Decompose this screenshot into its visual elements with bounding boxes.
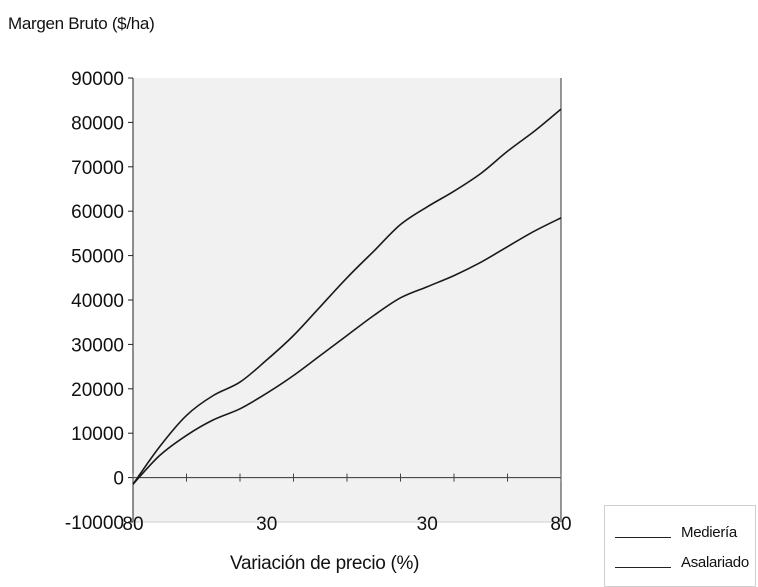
y-tick-label: 70000 <box>71 158 124 179</box>
legend: Mediería Asalariado <box>604 505 756 587</box>
plot-area <box>133 78 561 522</box>
y-tick-label: 60000 <box>71 202 124 223</box>
y-tick-label: 0 <box>113 469 124 490</box>
legend-swatch-asalariado <box>615 567 671 568</box>
legend-label-medieria: Mediería <box>681 524 737 541</box>
y-tick-label: 80000 <box>71 113 124 134</box>
x-tick-label: 80 <box>122 514 143 535</box>
y-tick-label: 90000 <box>71 69 124 90</box>
legend-item-medieria: Mediería <box>615 524 737 541</box>
series-line-medieria <box>132 108 562 485</box>
x-axis: 80 30 30 80 <box>122 78 572 535</box>
y-tick-label: 20000 <box>71 380 124 401</box>
y-tick-label: 10000 <box>71 424 124 445</box>
legend-label-asalariado: Asalariado <box>681 554 749 571</box>
y-tick-label: 50000 <box>71 247 124 268</box>
y-axis-label: Margen Bruto ($/ha) <box>8 14 155 33</box>
x-axis-label: Variación de precio (%) <box>230 553 420 574</box>
series-line-asalariado <box>132 217 562 485</box>
legend-item-asalariado: Asalariado <box>615 554 749 571</box>
series-lines <box>132 108 562 485</box>
y-axis: 90000 80000 70000 60000 50000 40000 30000 20000… <box>65 69 134 534</box>
legend-swatch-medieria <box>615 537 671 538</box>
x-tick-label: 80 <box>550 514 571 535</box>
y-tick-label: 40000 <box>71 291 124 312</box>
x-tick-label: 30 <box>417 514 438 535</box>
x-tick-label: 30 <box>256 514 277 535</box>
y-tick-label: 30000 <box>71 335 124 356</box>
y-tick-label: -10000 <box>65 513 124 534</box>
